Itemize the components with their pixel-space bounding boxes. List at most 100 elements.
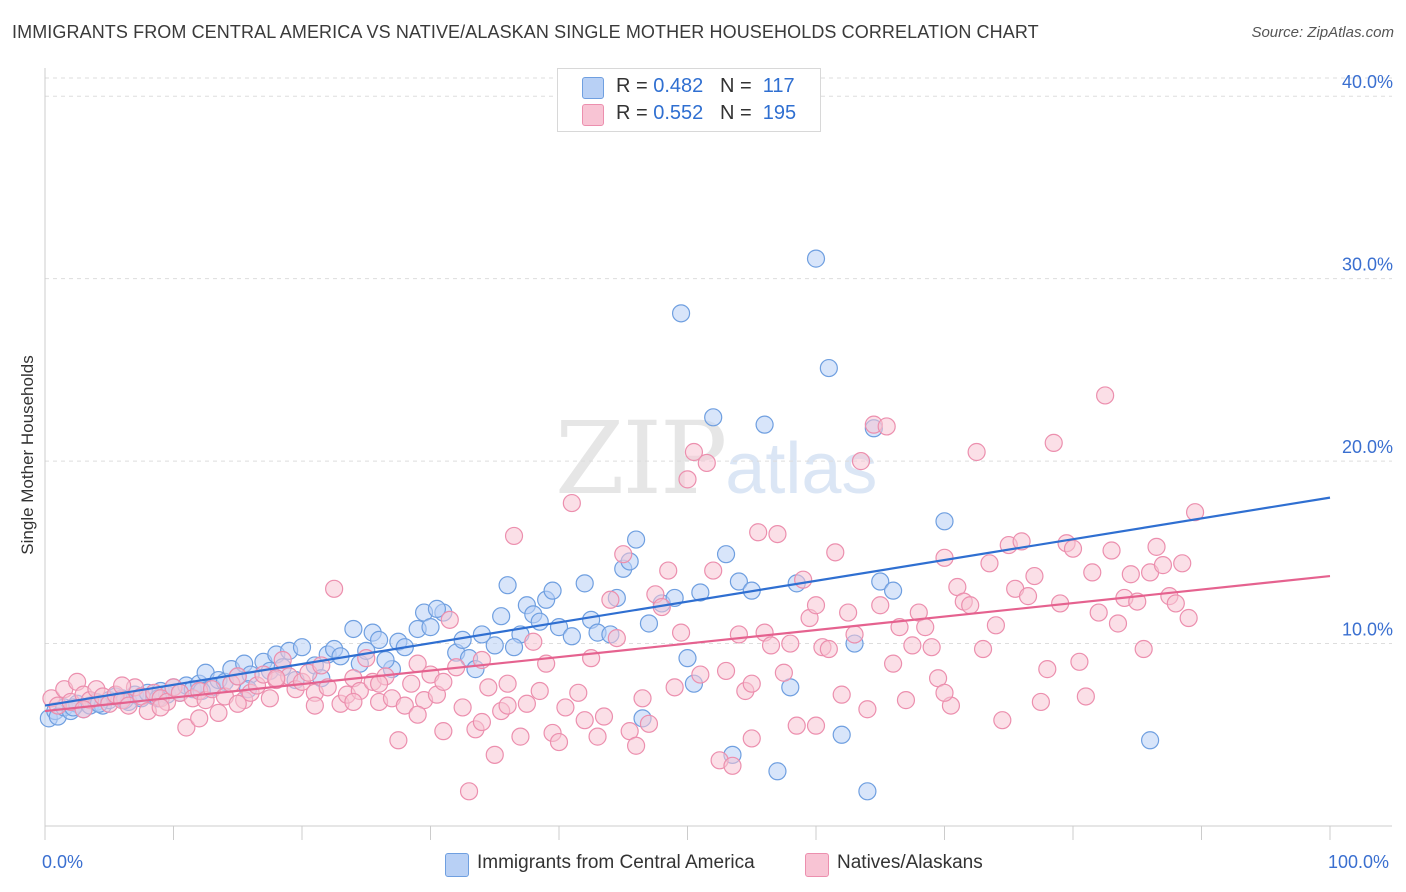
source-credit: Source: ZipAtlas.com bbox=[1251, 24, 1394, 41]
point-immigrants bbox=[691, 583, 710, 602]
point-immigrants bbox=[562, 627, 581, 646]
point-natives bbox=[691, 665, 710, 684]
point-natives bbox=[871, 596, 890, 615]
point-natives bbox=[626, 736, 646, 755]
point-natives bbox=[794, 570, 813, 589]
point-immigrants bbox=[716, 545, 736, 564]
point-natives bbox=[260, 689, 279, 708]
point-natives bbox=[588, 727, 607, 746]
x-tick-label-max: 100.0% bbox=[1328, 852, 1390, 872]
bottom-legend-swatch-blue bbox=[445, 853, 469, 877]
point-immigrants bbox=[832, 725, 851, 744]
point-natives bbox=[569, 683, 588, 702]
trend-line-immigrants bbox=[44, 496, 1331, 707]
point-natives bbox=[774, 663, 793, 682]
y-tick-label: 20.0% bbox=[1342, 437, 1393, 457]
point-natives bbox=[697, 453, 716, 473]
point-natives bbox=[1179, 608, 1198, 628]
y-tick-label: 30.0% bbox=[1342, 255, 1393, 275]
point-natives bbox=[440, 610, 459, 629]
point-immigrants bbox=[292, 638, 312, 657]
point-immigrants bbox=[935, 512, 954, 531]
point-immigrants bbox=[370, 630, 389, 650]
point-natives bbox=[402, 674, 421, 693]
point-natives bbox=[806, 716, 826, 735]
point-natives bbox=[1147, 537, 1166, 556]
point-natives bbox=[716, 661, 736, 681]
point-immigrants bbox=[376, 650, 395, 670]
point-natives bbox=[395, 696, 414, 715]
point-immigrants bbox=[427, 599, 447, 618]
point-natives bbox=[408, 705, 427, 724]
point-natives bbox=[1031, 692, 1050, 712]
point-natives bbox=[883, 654, 903, 673]
point-natives bbox=[267, 669, 286, 688]
point-immigrants bbox=[704, 408, 723, 427]
point-natives bbox=[504, 526, 524, 546]
point-natives bbox=[761, 636, 781, 655]
point-immigrants bbox=[729, 572, 749, 591]
point-natives bbox=[575, 711, 594, 730]
point-immigrants bbox=[639, 614, 659, 633]
point-natives bbox=[826, 543, 845, 562]
point-natives bbox=[1089, 603, 1108, 622]
point-immigrants bbox=[1140, 731, 1160, 750]
y-tick-label: 10.0% bbox=[1342, 620, 1393, 640]
legend-r-value: 0.482 bbox=[653, 75, 704, 97]
point-natives bbox=[742, 674, 761, 693]
point-immigrants bbox=[504, 638, 524, 657]
point-immigrants bbox=[575, 574, 594, 593]
point-natives bbox=[684, 442, 704, 462]
point-natives bbox=[485, 745, 504, 764]
point-natives bbox=[1012, 532, 1031, 551]
point-natives bbox=[768, 524, 787, 544]
point-natives bbox=[273, 650, 292, 670]
point-immigrants bbox=[344, 619, 363, 639]
point-natives bbox=[877, 417, 896, 436]
point-natives bbox=[318, 678, 337, 697]
point-natives bbox=[151, 698, 170, 717]
point-natives bbox=[549, 732, 569, 752]
point-immigrants bbox=[819, 358, 838, 378]
point-natives bbox=[639, 714, 659, 733]
point-natives bbox=[845, 625, 864, 644]
point-natives bbox=[228, 694, 247, 713]
point-natives bbox=[562, 493, 581, 513]
point-natives bbox=[935, 683, 954, 702]
point-natives bbox=[614, 545, 633, 564]
point-natives bbox=[839, 603, 858, 622]
point-natives bbox=[916, 618, 935, 637]
point-natives bbox=[459, 782, 479, 801]
point-natives bbox=[742, 729, 761, 748]
point-natives bbox=[190, 709, 209, 728]
point-immigrants bbox=[543, 581, 562, 600]
point-natives bbox=[1044, 433, 1063, 452]
point-natives bbox=[723, 756, 742, 775]
bottom-legend-label-immigrants: Immigrants from Central America bbox=[477, 852, 755, 873]
point-natives bbox=[305, 696, 324, 715]
point-natives bbox=[556, 698, 575, 717]
legend-n-value: 195 bbox=[762, 102, 797, 124]
point-natives bbox=[177, 718, 196, 737]
point-natives bbox=[903, 636, 922, 655]
point-natives bbox=[922, 638, 941, 657]
point-immigrants bbox=[485, 636, 504, 655]
point-natives bbox=[973, 639, 993, 659]
point-immigrants bbox=[806, 249, 826, 268]
point-immigrants bbox=[883, 581, 903, 600]
point-immigrants bbox=[671, 304, 691, 323]
point-natives bbox=[344, 692, 363, 712]
point-immigrants bbox=[871, 572, 890, 591]
point-natives bbox=[787, 716, 806, 735]
point-natives bbox=[935, 548, 954, 567]
point-natives bbox=[896, 691, 916, 710]
point-immigrants bbox=[626, 530, 646, 549]
point-natives bbox=[479, 678, 498, 697]
point-natives bbox=[1102, 541, 1121, 560]
legend-text-immigrants: R = 0.482 N = 117 bbox=[616, 75, 795, 98]
point-natives bbox=[749, 523, 768, 542]
point-immigrants bbox=[492, 607, 511, 626]
point-natives bbox=[633, 689, 652, 708]
legend-r-label: R = bbox=[616, 75, 654, 97]
